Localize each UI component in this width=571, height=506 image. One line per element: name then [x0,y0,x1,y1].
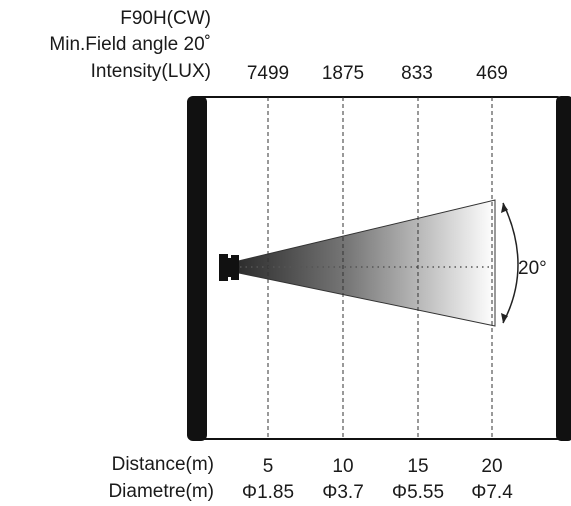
light-beam [233,199,496,327]
distance-label: Distance(m) [111,454,214,475]
intensity-value-15m: 833 [401,63,433,84]
diameter-value-10: Φ3.7 [322,482,364,503]
beam-angle-label: 20° [518,258,547,279]
field-angle-label: Min.Field angle 20˚ [49,34,211,55]
right-wall [556,96,571,441]
distance-value-20: 20 [481,456,503,477]
intensity-value-20m: 469 [476,63,508,84]
diameter-value-15: Φ5.55 [391,482,445,503]
angle-arrow-bottom [501,313,508,323]
distance-value-15: 15 [407,456,429,477]
diameter-value-5: Φ1.85 [241,482,295,503]
distance-value-10: 10 [332,456,354,477]
angle-arrow-top [501,203,508,213]
diameter-label: Diametre(m) [108,481,214,502]
left-wall [187,96,207,441]
fixture-icon [219,254,239,281]
angle-arc [502,202,519,324]
distance-value-5: 5 [262,456,274,477]
intensity-value-10m: 1875 [321,63,365,84]
diameter-value-20: Φ7.4 [471,482,513,503]
intensity-label: Intensity(LUX) [90,61,211,82]
model-title: F90H(CW) [120,8,211,29]
intensity-value-5m: 7499 [246,63,290,84]
